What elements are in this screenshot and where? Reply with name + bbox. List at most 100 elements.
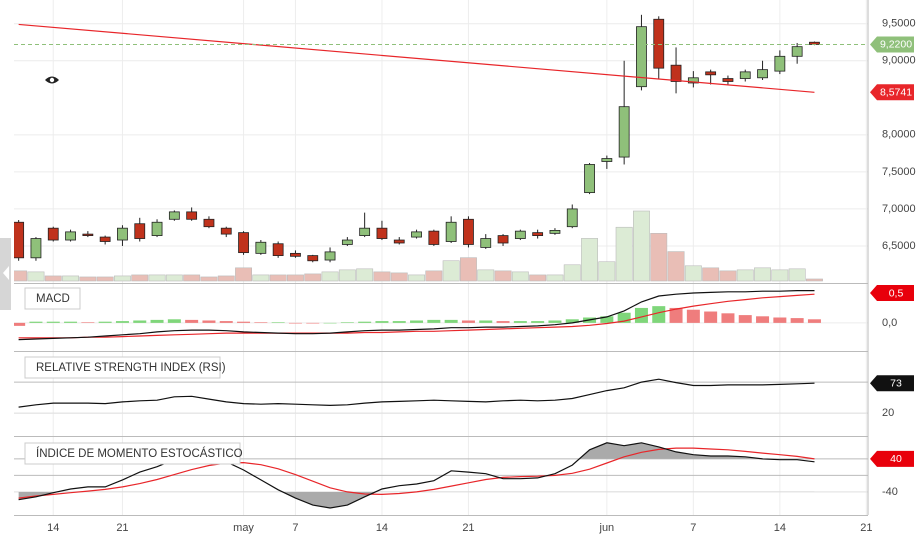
- stochastic-shade: [18, 442, 815, 459]
- price-pill: [870, 84, 914, 101]
- eye-icon[interactable]: [45, 76, 59, 84]
- histogram-bar: [98, 321, 112, 323]
- histogram-bar: [64, 321, 78, 323]
- volume-bar: [131, 274, 149, 282]
- volume-bar: [304, 273, 322, 282]
- candle-body: [774, 55, 786, 72]
- volume-bar: [788, 268, 806, 282]
- y-tick-label: 0,0: [882, 317, 897, 329]
- candle-body: [307, 255, 319, 262]
- volume-bar: [252, 274, 270, 282]
- histogram-bar: [81, 322, 95, 323]
- candle-body: [739, 71, 751, 79]
- candle-body: [134, 223, 146, 239]
- panel-title: MACD: [36, 293, 70, 305]
- volume-bar: [615, 226, 633, 282]
- candle-body: [30, 238, 42, 259]
- candle-body: [445, 221, 457, 242]
- histogram-bar: [531, 321, 545, 323]
- side-tab[interactable]: [0, 238, 11, 310]
- volume-bar: [183, 274, 201, 282]
- x-tick-label: 14: [47, 522, 59, 534]
- histogram-bar: [738, 315, 752, 323]
- price-pill: [870, 36, 914, 53]
- volume-bar: [563, 264, 581, 282]
- volume-bar: [96, 276, 114, 282]
- price-pill: [870, 284, 914, 301]
- histogram-bar: [496, 321, 510, 323]
- volume-bar: [408, 274, 425, 282]
- volume-bar: [425, 270, 443, 282]
- candle-body: [618, 106, 630, 158]
- price-pill-label: 8,5741: [880, 87, 912, 99]
- histogram-bar: [756, 316, 770, 323]
- histogram-bar: [185, 319, 199, 323]
- y-tick-label: -40: [882, 486, 898, 498]
- histogram-bar: [773, 317, 787, 323]
- volume-bar: [165, 274, 183, 282]
- panel-title: RELATIVE STRENGTH INDEX (RSI): [36, 362, 226, 374]
- trendline: [18, 23, 815, 93]
- volume-bar: [217, 275, 235, 282]
- price-pill: [870, 375, 914, 392]
- stochastic-d-line: [18, 447, 815, 499]
- histogram-bar: [14, 322, 26, 326]
- volume-bar: [494, 270, 512, 282]
- candle-body: [255, 241, 267, 254]
- x-tick-label: 21: [860, 522, 872, 534]
- candle-body: [186, 211, 198, 220]
- x-tick-label: 7: [690, 522, 696, 534]
- y-tick-label: 7,0000: [882, 203, 916, 215]
- candle-body: [324, 251, 336, 261]
- histogram-bar: [461, 320, 475, 323]
- candle-body: [151, 221, 163, 236]
- histogram-bar: [271, 322, 285, 323]
- volume-bar: [62, 275, 80, 282]
- candle-body: [636, 26, 647, 88]
- candle-body: [117, 227, 128, 241]
- candle-body: [757, 69, 768, 79]
- histogram-bar: [600, 316, 614, 323]
- histogram-bar: [167, 319, 181, 323]
- y-tick-label: 6,5000: [882, 240, 916, 252]
- x-tick-label: 21: [462, 522, 474, 534]
- volume-bar: [702, 267, 720, 282]
- candle-body: [705, 71, 717, 76]
- volume-bar: [235, 267, 252, 282]
- panel-title: ÍNDICE DE MOMENTO ESTOCÁSTICO: [36, 447, 243, 460]
- volume-bar: [598, 261, 616, 282]
- volume-bar: [79, 276, 97, 282]
- histogram-bar: [721, 313, 735, 323]
- histogram-bar: [150, 319, 164, 323]
- volume-bar: [581, 238, 599, 282]
- histogram-bar: [427, 319, 441, 323]
- candle-body: [653, 18, 665, 69]
- candle-body: [341, 239, 353, 245]
- histogram-bar: [288, 322, 302, 324]
- x-tick-label: 14: [774, 522, 786, 534]
- volume-bar: [754, 267, 772, 282]
- candle-body: [272, 243, 284, 256]
- volume-bar: [667, 251, 685, 282]
- stochastic-k-line: [18, 442, 815, 509]
- y-tick-label: 20: [882, 407, 894, 419]
- histogram-bar: [133, 320, 147, 323]
- volume-bar: [356, 268, 374, 282]
- candle-body: [480, 238, 492, 248]
- price-pill: [870, 450, 914, 467]
- volume-bar: [477, 269, 495, 282]
- candle-body: [549, 230, 561, 234]
- x-tick-label: jun: [599, 522, 615, 534]
- histogram-bar: [340, 322, 354, 323]
- price-pill-label: 40: [890, 453, 902, 465]
- candle-body: [393, 239, 405, 244]
- price-pill-label: 0,5: [889, 287, 904, 299]
- volume-bar: [321, 271, 339, 282]
- histogram-bar: [323, 322, 337, 324]
- candle-body: [722, 78, 734, 82]
- candle-body: [791, 46, 803, 57]
- volume-bar: [14, 270, 28, 282]
- histogram-bar: [237, 321, 251, 323]
- candle-body: [532, 232, 544, 236]
